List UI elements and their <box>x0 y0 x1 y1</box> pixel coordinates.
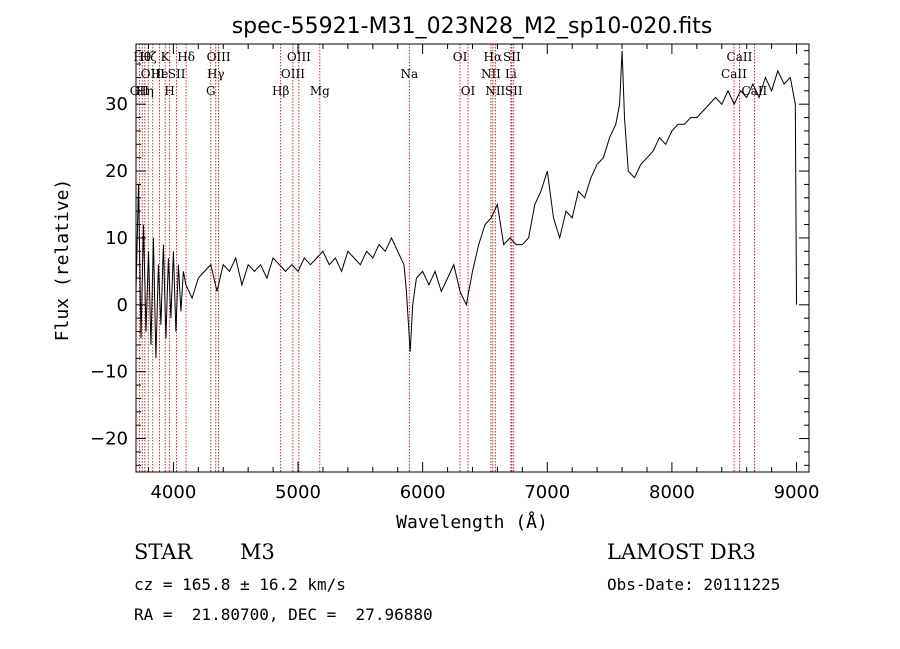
x-tick-label: 7000 <box>524 482 570 503</box>
spectral-line-markers <box>138 44 755 472</box>
spectral-line-label: OIII <box>281 67 305 81</box>
spectral-line-label: NII <box>481 67 501 81</box>
spectral-line-label: Hδ <box>177 50 195 64</box>
x-axis-ticks: 4000 5000 6000 7000 8000 9000 <box>147 44 820 503</box>
object-subclass: M3 <box>240 540 275 564</box>
spectral-line-label: H <box>164 84 174 98</box>
y-axis-label: Flux (relative) <box>52 179 73 342</box>
spectral-line-label: OI <box>461 84 476 98</box>
x-tick-label: 4000 <box>150 482 196 503</box>
x-tick-label: 8000 <box>649 482 695 503</box>
spectral-line-label: OIII <box>287 50 311 64</box>
x-axis-label: Wavelength (Å) <box>396 511 548 533</box>
spectral-line-label: NII <box>485 84 505 98</box>
y-tick-label: 0 <box>117 295 128 316</box>
spectral-line-label: SII <box>505 84 523 98</box>
y-axis-ticks: −20 −10 0 10 20 30 <box>90 50 809 466</box>
spectral-line-label: Hθ <box>133 50 151 64</box>
spectral-line-label: Li <box>505 67 517 81</box>
spectral-line-label: Hζ <box>140 50 157 64</box>
spectral-line-label: Hη <box>136 84 154 98</box>
spectral-line-label: CaII <box>721 67 747 81</box>
x-tick-label: 9000 <box>774 482 820 503</box>
y-tick-label: 30 <box>105 94 128 115</box>
observation-date: Obs-Date: 20111225 <box>607 575 781 594</box>
spectral-line-label: SII <box>168 67 186 81</box>
spectral-line-label: G <box>206 84 216 98</box>
spectral-line-label: Hα <box>484 50 503 64</box>
spectral-line-label: CaII <box>727 50 753 64</box>
sky-coordinates: RA = 21.80700, DEC = 27.96880 <box>134 605 433 624</box>
spectral-line-label: Hγ <box>207 67 225 81</box>
spectral-line-label: OIII <box>141 67 165 81</box>
redshift-velocity: cz = 165.8 ± 16.2 km/s <box>134 575 346 594</box>
spectral-line-label: SII <box>503 50 521 64</box>
spectrum-series-line <box>135 50 797 359</box>
y-tick-label: 10 <box>105 228 128 249</box>
plot-frame <box>135 43 810 473</box>
y-tick-label: −20 <box>90 429 128 450</box>
spectral-line-label: Hβ <box>272 84 289 98</box>
spectral-line-label: OIII <box>207 50 231 64</box>
x-tick-label: 6000 <box>400 482 446 503</box>
chart-title: spec-55921-M31_023N28_M2_sp10-020.fits <box>232 14 713 39</box>
spectral-line-label: Mg <box>310 84 330 98</box>
y-tick-label: 20 <box>105 161 128 182</box>
survey-name: LAMOST DR3 <box>607 540 756 564</box>
x-tick-label: 5000 <box>275 482 321 503</box>
y-tick-label: −10 <box>90 362 128 383</box>
object-class: STAR <box>134 540 193 564</box>
spectral-line-label: Na <box>400 67 418 81</box>
spectral-line-label: OI <box>453 50 468 64</box>
spectral-line-label: He <box>151 67 169 81</box>
spectral-line-label: K <box>161 50 171 64</box>
spectral-line-labels: OIIHθHηHζOIIIHeKHSIIHδGHγOIIIHβOIIIOIIIM… <box>130 50 768 98</box>
